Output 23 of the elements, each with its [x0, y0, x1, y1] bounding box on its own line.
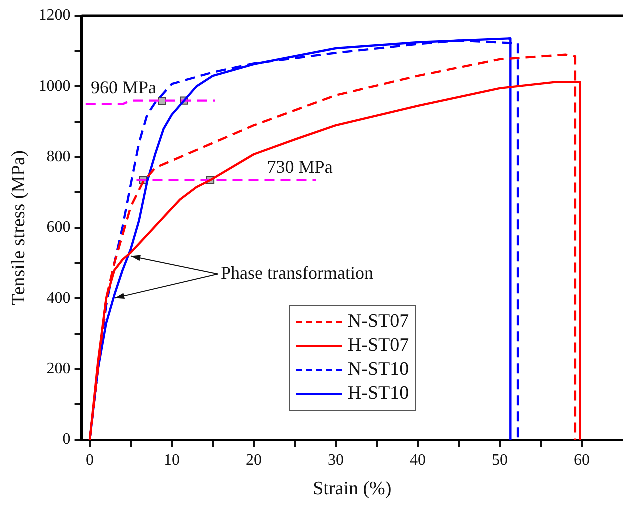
x-axis-title: Strain (%): [313, 478, 392, 500]
legend-label: H-ST10: [348, 383, 410, 405]
legend-label: N-ST07: [348, 311, 410, 333]
x-tick-label: 10: [164, 452, 180, 469]
x-tick-label: 60: [574, 452, 590, 469]
x-tick-label: 20: [246, 452, 262, 469]
y-tick-label: 0: [62, 431, 71, 448]
x-tick-label: 0: [86, 452, 94, 469]
annotation: 730 MPa: [267, 157, 333, 178]
annotation: Phase transformation: [221, 263, 374, 283]
y-tick-label: 1200: [38, 7, 71, 24]
y-tick-label: 400: [46, 290, 71, 307]
x-tick-label: 40: [410, 452, 426, 469]
y-tick-label: 800: [46, 148, 71, 166]
legend-label: N-ST10: [348, 359, 410, 381]
legend-label: H-ST07: [348, 335, 410, 357]
x-tick-label: 50: [492, 452, 508, 469]
y-tick-label: 1000: [38, 78, 71, 95]
annotation: 960 MPa: [91, 78, 157, 98]
y-tick-label: 600: [46, 219, 71, 236]
y-tick-label: 200: [46, 360, 71, 378]
x-tick-label: 30: [328, 452, 344, 469]
y-axis-title: Tensile stress (MPa): [8, 150, 30, 306]
